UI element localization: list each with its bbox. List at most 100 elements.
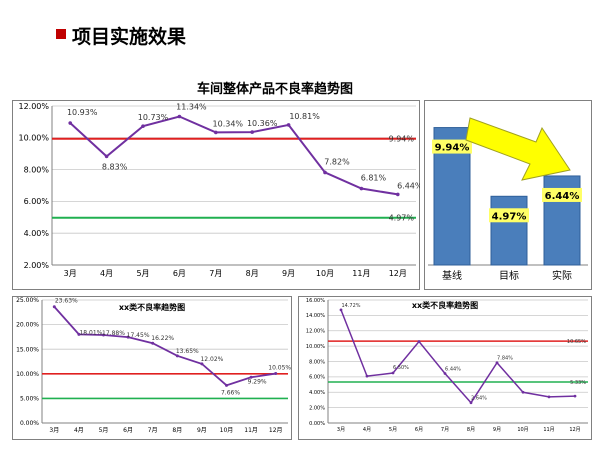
page-title: 项目实施效果 [72,26,187,48]
y-tick-label: 25.00% [16,297,39,304]
chart-frame [12,296,292,440]
data-point [396,192,400,197]
data-label: 12.02% [200,356,223,363]
data-point [126,335,130,339]
bar-value-label: 9.94% [435,143,470,154]
header-bullet [56,29,66,39]
y-tick-label: 14.00% [306,313,325,319]
y-tick-label: 10.00% [306,344,325,350]
x-tick-label: 12月 [389,269,407,278]
x-tick-label: 4月 [100,269,113,278]
y-tick-label: 2.00% [309,405,325,411]
x-tick-label: 3月 [49,427,59,434]
data-point [443,372,447,375]
data-label: 13.65% [176,348,199,355]
x-tick-label: 6月 [123,427,133,434]
y-tick-label: 10.00% [18,134,49,143]
data-label: 17.45% [127,332,150,339]
bar-label-background [542,187,582,202]
y-tick-label: 2.00% [24,261,50,270]
data-point [573,394,577,398]
data-point [521,390,525,394]
x-tick-label: 12月 [269,427,283,434]
data-label: 23.63% [55,298,78,305]
data-point [417,340,421,343]
data-label: 18.01% [79,329,102,336]
chart-frame [298,296,592,440]
data-point [274,372,278,376]
x-tick-label: 4月 [74,427,84,434]
main-trend-chart: 2.00% 4.00% 6.00% 8.00% 10.00% 12.00% 3月 4月 5月 6月… [12,100,420,290]
series-line [53,306,276,387]
x-tick-label: 9月 [282,269,295,278]
data-label: 9.29% [248,378,267,385]
data-label: 8.83% [102,162,128,171]
data-point [52,305,56,309]
x-tick-label: 8月 [172,427,182,434]
y-tick-label: 8.00% [24,165,50,174]
data-point [151,341,155,345]
comparison-bar-chart: 9.94% 基线 4.97% 目标 6.44% 实际 [424,100,592,290]
reference-line-label: 4.97% [389,214,415,223]
y-tick-label: 0.00% [20,420,39,427]
chart-title: xx类不良率趋势图 [119,302,185,312]
data-point [469,401,473,405]
x-tick-label: 5月 [136,269,149,278]
data-label: 6.44% [397,181,420,190]
y-tick-label: 4.00% [309,390,325,396]
data-point [249,375,253,379]
data-point [391,371,395,375]
x-tick-label: 5月 [389,427,397,433]
data-label: 6.50% [393,365,409,371]
x-tick-label: 11月 [543,427,554,433]
main-chart-title: 车间整体产品不良率趋势图 [196,82,353,97]
y-tick-label: 8.00% [309,359,325,365]
reference-line-label: 9.94% [389,135,415,144]
data-point [102,333,105,337]
data-point [323,170,327,175]
y-tick-label: 15.00% [16,346,39,353]
data-point [547,395,551,399]
data-point [141,124,145,128]
data-label: 14.72% [341,303,360,309]
data-point [214,130,218,135]
bar-value-label: 6.44% [545,191,580,202]
data-label: 17.88% [102,330,125,337]
series-line [340,309,576,404]
x-tick-label: 12月 [569,427,580,433]
x-tick-label: 7月 [148,427,158,434]
bar-value-label: 4.97% [492,211,527,222]
series-line [69,115,398,196]
x-tick-label: 7月 [441,427,449,433]
y-tick-label: 20.00% [16,322,39,329]
data-label: 10.36% [247,119,278,128]
y-tick-label: 16.00% [306,298,325,304]
x-tick-label: 3月 [64,269,77,278]
y-tick-label: 4.00% [24,229,50,238]
x-tick-label: 11月 [352,269,370,278]
data-label: 11.34% [176,102,207,111]
bar-category-label: 目标 [499,270,519,282]
x-tick-label: 5月 [99,427,109,434]
data-point [200,362,204,366]
data-label: 10.05% [268,365,291,372]
data-point [359,186,364,191]
category-trend-chart-left: 0.00% 5.00% 10.00% 15.00% 20.00% 25.00% 3月 4月 5月… [12,296,292,440]
x-tick-label: 9月 [493,427,501,433]
y-tick-label: 6.00% [24,197,50,206]
data-label: 6.81% [361,174,387,183]
category-trend-chart-right: 0.00% 2.00% 4.00% 6.00% 8.00% 10.00% 12.00% 14.… [298,296,592,440]
data-point [175,354,179,358]
data-label: 2.64% [471,396,487,402]
y-tick-label: 12.00% [306,329,325,335]
y-tick-label: 10.00% [16,371,39,378]
data-label: 10.93% [67,108,98,117]
reference-line-label: 5.33% [570,380,586,386]
data-label: 10.73% [138,113,169,122]
data-label: 7.82% [324,157,350,166]
x-tick-label: 11月 [244,427,258,434]
x-tick-label: 10月 [220,427,234,434]
bar-category-label: 实际 [552,269,572,282]
data-point [177,114,182,119]
y-tick-label: 0.00% [309,421,325,427]
